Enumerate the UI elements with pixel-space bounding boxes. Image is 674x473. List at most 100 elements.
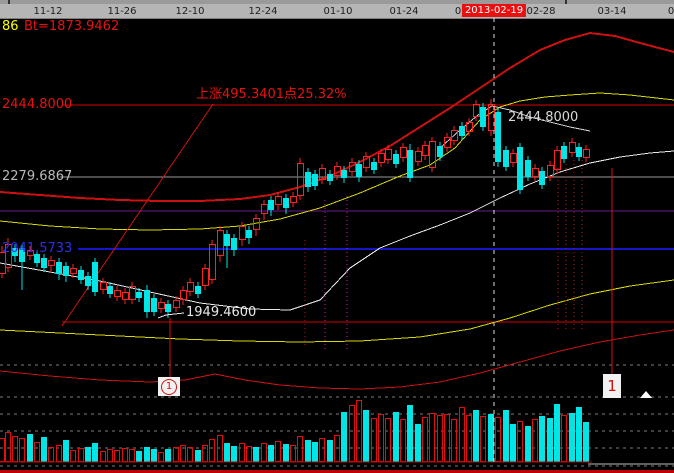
volume-bar xyxy=(451,419,457,462)
volume-bar xyxy=(547,418,553,462)
volume-bar xyxy=(510,424,516,462)
volume-bar xyxy=(305,440,311,462)
trendline xyxy=(61,103,214,327)
peak-price-label: 2444.8000 xyxy=(508,110,579,125)
volume-bar xyxy=(539,416,545,462)
candle-up xyxy=(569,142,576,153)
candle-up xyxy=(239,226,246,240)
volume-bar xyxy=(576,407,582,462)
plain-1-marker[interactable]: 1 xyxy=(603,374,621,398)
candle-up xyxy=(253,218,260,230)
volume-bar xyxy=(63,440,69,462)
volume-bar xyxy=(224,443,230,462)
candle-up xyxy=(209,244,216,280)
candle-up xyxy=(70,268,77,274)
volume-bar xyxy=(583,422,589,462)
candle-down xyxy=(356,164,362,177)
volume-bar xyxy=(495,417,501,462)
candle-up xyxy=(114,290,121,297)
candle-down xyxy=(459,126,465,136)
date-tick: 12-10 xyxy=(175,6,205,17)
volume-bar xyxy=(488,414,494,462)
candle-down xyxy=(224,234,230,246)
candle-down xyxy=(576,147,582,157)
volume-bar xyxy=(12,436,18,462)
candle-down xyxy=(92,262,98,292)
volume-bar xyxy=(253,447,259,462)
date-tick: 03-14 xyxy=(597,6,627,17)
volume-bar xyxy=(261,443,267,462)
candle-down xyxy=(305,172,311,187)
scroll-right-triangle-icon[interactable] xyxy=(640,391,652,398)
candle-down xyxy=(231,238,237,250)
volume-bar xyxy=(327,440,333,462)
candle-up xyxy=(415,151,422,162)
volume-bar xyxy=(459,407,465,462)
candle-down xyxy=(312,174,318,186)
volume-bar xyxy=(371,418,377,462)
candle-down xyxy=(561,146,567,159)
candle-down xyxy=(525,160,531,177)
candle-up xyxy=(583,149,590,158)
candle-down xyxy=(268,200,274,210)
candle-down xyxy=(85,276,91,286)
candle-down xyxy=(327,174,333,181)
price-label-mid: 2279.6867 xyxy=(2,169,73,184)
candle-down xyxy=(539,171,545,185)
candle-up xyxy=(187,282,194,292)
candle-up xyxy=(48,260,55,266)
volume-bar xyxy=(363,410,369,462)
volume-bar xyxy=(100,451,106,462)
volume-bar xyxy=(466,415,472,462)
volume-bar xyxy=(407,405,413,462)
support-label-pointer xyxy=(157,312,185,319)
candle-up xyxy=(334,166,341,176)
candle-up xyxy=(158,302,165,309)
volume-bar xyxy=(393,412,399,462)
band-yellow-upper xyxy=(0,92,674,231)
candle-up xyxy=(422,145,429,156)
indicator-bt-value: Bt=1873.9462 xyxy=(24,19,120,34)
volume-bar xyxy=(569,413,575,462)
circled-1-marker[interactable]: 1 xyxy=(158,377,180,396)
candle-down xyxy=(136,292,142,298)
splitter-notch[interactable] xyxy=(8,0,10,4)
candle-down xyxy=(341,170,347,178)
volume-bar xyxy=(70,450,76,462)
candle-down xyxy=(144,290,150,312)
volume-bar xyxy=(231,446,237,462)
candle-down xyxy=(195,286,201,294)
volume-bar xyxy=(151,449,157,462)
candle-down xyxy=(246,230,252,238)
volume-bar xyxy=(85,447,91,462)
candle-up xyxy=(5,244,12,268)
volume-bar xyxy=(415,424,421,462)
candle-up xyxy=(27,250,34,256)
candle-down xyxy=(78,270,84,280)
volume-bar xyxy=(532,419,538,462)
volume-bar xyxy=(209,439,215,462)
band-red-upper xyxy=(0,32,674,202)
candle-down xyxy=(407,150,413,178)
volume-bar xyxy=(19,438,25,462)
window-top-strip xyxy=(0,0,674,4)
date-axis: 11-12 11-26 12-10 12-24 01-10 01-24 0 2013-02-1… xyxy=(0,4,674,19)
candle-up xyxy=(400,147,407,158)
volume-bar xyxy=(41,437,47,462)
candle-up xyxy=(173,300,180,308)
volume-bar xyxy=(187,447,193,462)
volume-bar xyxy=(517,421,523,462)
splitter-notch[interactable] xyxy=(565,0,567,4)
volume-bar xyxy=(525,426,531,462)
volume-bar xyxy=(480,416,486,462)
volume-bar xyxy=(195,450,201,462)
candle-up xyxy=(510,153,517,163)
candle-down xyxy=(393,154,399,164)
volume-bar xyxy=(429,413,435,462)
volume-bar xyxy=(107,449,113,462)
volume-bar xyxy=(422,417,428,462)
volume-bar xyxy=(554,404,560,462)
date-tick: 0 xyxy=(667,6,674,17)
volume-bar xyxy=(144,447,150,462)
